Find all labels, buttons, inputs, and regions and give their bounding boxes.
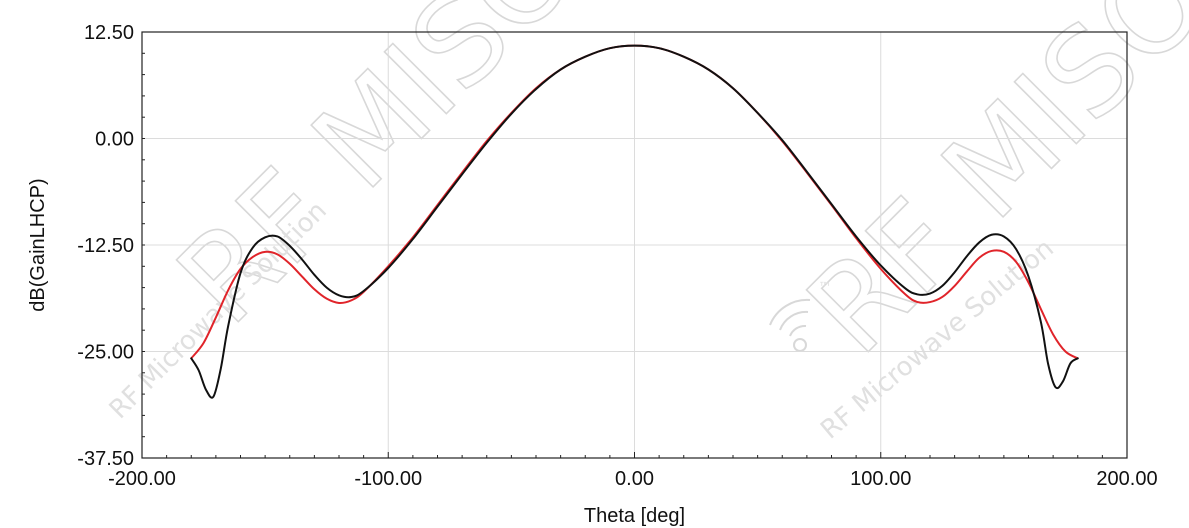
x-tick-label: 200.00 (1096, 468, 1157, 490)
x-tick-label: -100.00 (354, 468, 422, 490)
y-axis-title: dB(GainLHCP) (27, 178, 49, 311)
y-tick-label: -12.50 (77, 235, 134, 257)
wifi-logo-icon (769, 298, 811, 352)
series-line-2 (190, 44, 1079, 399)
y-tick-label: -25.00 (77, 342, 134, 364)
y-tick-label: -37.50 (77, 448, 134, 470)
x-tick-label: 0.00 (615, 468, 654, 490)
series-layer (190, 44, 1079, 399)
minor-ticks (141, 31, 1128, 459)
y-tick-labels: -37.50 -25.00 -12.50 0.00 12.50 (77, 22, 134, 470)
y-tick-label: 12.50 (84, 22, 134, 44)
y-tick-label: 0.00 (95, 129, 134, 151)
x-tick-label: 100.00 (850, 468, 911, 490)
x-tick-labels: -200.00 -100.00 0.00 100.00 200.00 (108, 468, 1158, 490)
x-tick-label: -200.00 (108, 468, 176, 490)
watermark-tm: ™ (818, 280, 832, 296)
x-axis-title: Theta [deg] (584, 505, 685, 527)
